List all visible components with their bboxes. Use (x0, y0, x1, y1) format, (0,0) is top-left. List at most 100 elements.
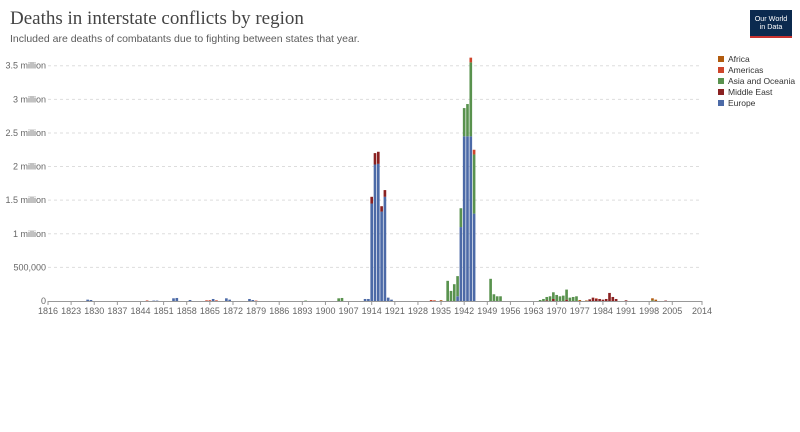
bar-1945-europe[interactable] (472, 213, 476, 301)
bar-1846-americas[interactable] (145, 300, 149, 302)
bar-1915-europe[interactable] (373, 164, 377, 301)
bar-1878-europe[interactable] (251, 299, 255, 301)
bar-1988-middle-east[interactable] (614, 298, 618, 301)
bar-1982-middle-east[interactable] (594, 298, 598, 301)
bar-1974-asia-and-oceania[interactable] (568, 297, 572, 301)
bar-1953-asia-and-oceania[interactable] (499, 296, 502, 301)
bar-1969-asia-and-oceania[interactable] (552, 292, 555, 299)
bar-1939-asia-and-oceania[interactable] (452, 284, 456, 301)
y-tick-label: 1 million (13, 229, 46, 239)
bar-1942-europe[interactable] (462, 136, 466, 301)
bar-1848-europe[interactable] (152, 300, 156, 302)
bar-1918-middle-east[interactable] (383, 190, 387, 197)
bar-1950-asia-and-oceania[interactable] (489, 278, 492, 301)
bar-1933-americas[interactable] (433, 300, 436, 301)
bar-1983-middle-east[interactable] (598, 298, 601, 301)
bar-1980-middle-east[interactable] (588, 299, 592, 301)
bar-2000-africa[interactable] (654, 299, 658, 301)
bar-1976-asia-and-oceania[interactable] (575, 296, 578, 301)
bar-1972-asia-and-oceania[interactable] (561, 295, 565, 301)
bar-1828-europe[interactable] (86, 299, 89, 301)
legend-swatch (718, 66, 724, 73)
bar-1968-asia-and-oceania[interactable] (548, 296, 552, 301)
legend-item-europe[interactable]: Europe (718, 98, 795, 109)
bar-1904-asia-and-oceania[interactable] (337, 298, 340, 301)
bar-1914-middle-east[interactable] (370, 196, 374, 204)
bar-1985-middle-east[interactable] (604, 298, 608, 301)
bar-1952-asia-and-oceania[interactable] (495, 296, 499, 301)
bar-1920-europe[interactable] (390, 299, 393, 301)
bar-1864-americas[interactable] (205, 300, 208, 301)
bar-1999-asia-and-oceania[interactable] (651, 300, 654, 301)
x-tick-label: 1949 (477, 306, 497, 316)
legend-item-africa[interactable]: Africa (718, 53, 795, 64)
bar-1941-europe[interactable] (459, 227, 463, 301)
bar-1967-middle-east[interactable] (545, 300, 549, 301)
bar-1917-middle-east[interactable] (380, 206, 383, 212)
bar-1982-americas[interactable] (594, 298, 598, 299)
bar-1855-europe[interactable] (175, 297, 179, 301)
bar-1941-asia-and-oceania[interactable] (459, 208, 463, 228)
bar-1969-middle-east[interactable] (552, 298, 555, 301)
bar-1986-middle-east[interactable] (608, 292, 611, 301)
bar-1999-africa[interactable] (651, 298, 654, 301)
bar-1973-middle-east[interactable] (565, 299, 568, 301)
bar-1867-americas[interactable] (215, 300, 218, 301)
bar-1915-middle-east[interactable] (373, 153, 377, 165)
bar-1916-middle-east[interactable] (376, 151, 380, 164)
bar-1937-asia-and-oceania[interactable] (446, 280, 449, 301)
bar-1938-asia-and-oceania[interactable] (449, 290, 453, 301)
bar-1894-asia-and-oceania[interactable] (304, 300, 307, 302)
bar-1944-asia-and-oceania[interactable] (469, 62, 473, 137)
bar-1943-asia-and-oceania[interactable] (466, 104, 469, 137)
bar-1932-americas[interactable] (429, 299, 433, 301)
bar-1916-europe[interactable] (376, 163, 380, 301)
bar-1940-europe[interactable] (456, 296, 459, 301)
owid-logo[interactable]: Our World in Data (750, 10, 792, 38)
bar-1971-asia-and-oceania[interactable] (558, 296, 562, 301)
bar-1917-europe[interactable] (380, 211, 383, 301)
bar-1877-europe[interactable] (248, 298, 251, 301)
bar-1965-asia-and-oceania[interactable] (538, 299, 542, 301)
bar-1919-europe[interactable] (386, 297, 390, 301)
bar-1945-asia-and-oceania[interactable] (472, 154, 476, 214)
bar-1967-asia-and-oceania[interactable] (545, 296, 549, 301)
bar-1991-middle-east[interactable] (624, 300, 628, 301)
bar-1981-middle-east[interactable] (591, 297, 595, 301)
bar-1973-asia-and-oceania[interactable] (565, 289, 568, 300)
bar-1859-europe[interactable] (188, 299, 192, 301)
bar-1871-europe[interactable] (228, 299, 231, 301)
bar-1913-europe[interactable] (367, 298, 370, 301)
bar-1945-americas[interactable] (472, 149, 476, 155)
bar-1977-africa[interactable] (578, 299, 582, 301)
bar-1849-europe[interactable] (155, 300, 159, 302)
bar-1942-asia-and-oceania[interactable] (462, 108, 466, 137)
bar-1951-asia-and-oceania[interactable] (492, 294, 496, 301)
bar-1918-europe[interactable] (383, 196, 387, 301)
bar-1865-americas[interactable] (208, 300, 212, 301)
bar-1829-europe[interactable] (89, 299, 93, 301)
bar-1970-asia-and-oceania[interactable] (555, 294, 558, 301)
bar-1984-middle-east[interactable] (601, 299, 605, 301)
bar-1944-americas[interactable] (469, 57, 473, 63)
bar-1935-africa[interactable] (439, 300, 443, 301)
bar-1905-asia-and-oceania[interactable] (340, 297, 344, 301)
bar-1914-europe[interactable] (370, 203, 374, 301)
bar-1943-europe[interactable] (466, 136, 469, 301)
bar-1870-europe[interactable] (225, 298, 228, 301)
legend-swatch (718, 89, 724, 96)
bar-1912-europe[interactable] (363, 298, 367, 301)
bar-1854-europe[interactable] (172, 298, 175, 301)
bar-1940-asia-and-oceania[interactable] (456, 276, 459, 297)
bar-1944-europe[interactable] (469, 136, 473, 301)
bar-1866-europe[interactable] (211, 298, 215, 301)
bar-1879-americas[interactable] (254, 300, 258, 302)
bar-1975-asia-and-oceania[interactable] (571, 296, 575, 301)
legend-item-americas[interactable]: Americas (718, 64, 795, 75)
bar-1987-middle-east[interactable] (611, 296, 615, 301)
bar-2003-middle-east[interactable] (664, 300, 667, 302)
legend-item-middle-east[interactable]: Middle East (718, 87, 795, 98)
bar-1979-africa[interactable] (585, 300, 588, 302)
bar-1966-asia-and-oceania[interactable] (542, 298, 545, 301)
legend-item-asia-and-oceania[interactable]: Asia and Oceania (718, 75, 795, 86)
